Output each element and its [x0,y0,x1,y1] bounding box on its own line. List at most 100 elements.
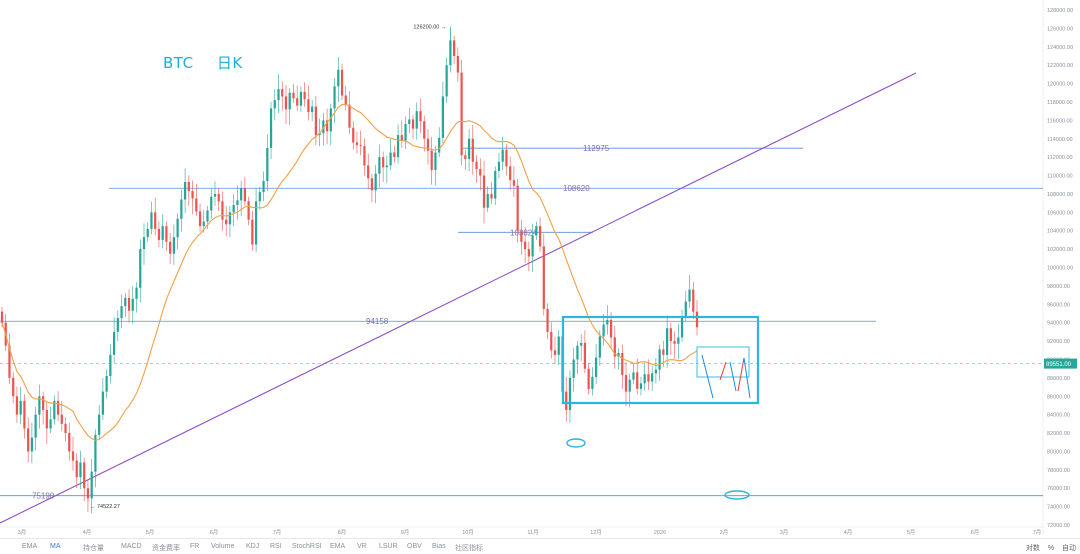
candle-body [262,181,265,193]
y-tick-label: 114000.00 [1047,137,1073,143]
candle-body [254,201,258,245]
candle-body [53,400,56,420]
x-tick-label: 3月 [780,529,789,536]
candle-body [198,211,202,227]
candle-body [497,161,501,171]
candle-body [359,145,362,147]
candle-body [94,434,97,472]
candle-body [643,374,646,384]
projection-arrow [743,357,751,399]
candle-body [419,111,422,122]
candle-body [516,185,519,231]
candle-body [340,69,344,96]
candle-body [344,95,347,105]
candle-body [396,135,400,158]
candle-body [464,155,467,159]
candle-body [501,149,504,162]
candle-body [34,414,37,438]
candle-body [449,40,452,66]
candle-body [79,462,82,478]
price-chart[interactable]: 112975 108620 103824 94158 75190 126200.00 →… [0,0,1080,538]
candle-body [490,193,493,199]
candle-body [165,226,168,242]
candle-body [311,106,314,113]
x-tick-label: 8月 [338,529,347,536]
candle-body [441,96,445,138]
toolbar-item[interactable]: FR [190,543,200,550]
toolbar-item[interactable]: EMA [22,543,38,550]
toolbar-item[interactable]: LSUR [379,543,398,550]
log-toggle[interactable]: 对数 [1025,545,1040,552]
y-tick-label: 96000.00 [1047,302,1070,308]
candle-body [557,336,560,355]
candle-body [662,349,665,355]
toolbar-item[interactable]: RSI [270,543,282,550]
toolbar-item[interactable]: 社区指标 [455,545,483,552]
candle-body [692,289,695,312]
candle-body [292,92,295,99]
x-tick-label: 4月 [83,529,92,536]
toolbar-item[interactable]: OBV [407,543,422,550]
y-tick-label: 116000.00 [1047,118,1073,124]
x-tick-label: 3月 [18,529,27,536]
candle-body [49,419,52,429]
toolbar-item[interactable]: EMA [330,543,346,550]
candle-body [382,157,385,168]
candle-body [367,165,370,179]
candle-body [527,249,530,257]
toolbar-item[interactable]: StochRSI [292,543,322,550]
candle-body [172,237,175,254]
candle-body [568,377,572,411]
target-circle [724,490,750,500]
candle-body [378,157,381,174]
toolbar-item[interactable]: Volume [211,543,235,550]
level-label: 112975 [583,144,610,153]
candle-body [161,226,164,240]
candle-body [183,181,187,200]
candle-body [658,349,661,370]
y-tick-label: 80000.00 [1047,449,1070,455]
candle-body [45,410,48,429]
low-circle [566,438,586,448]
candle-body [139,249,142,288]
indicator-toolbar: 对数 % 自动 EMA MA 持仓量 MACD 资金费率 FR Volume KDJ RSI St… [0,538,1080,554]
candle-body [322,120,325,134]
candle-body [296,98,299,106]
current-price-label: 89551.00 [1046,362,1072,368]
toolbar-item[interactable]: Bias [432,543,446,550]
candle-body [572,359,575,378]
percent-toggle[interactable]: % [1047,545,1055,552]
candle-body [467,138,471,159]
candle-body [576,345,579,360]
candle-body [83,462,86,489]
candle-body [591,376,594,389]
toolbar-item[interactable]: 持仓量 [83,545,104,552]
candle-body [673,341,676,344]
candle-body [269,108,273,148]
auto-toggle[interactable]: 自动 [1062,545,1076,552]
y-tick-label: 98000.00 [1047,284,1070,290]
y-tick-label: 100000.00 [1047,266,1073,272]
toolbar-item[interactable]: 资金费率 [152,545,180,552]
toolbar-item[interactable]: KDJ [246,543,260,550]
candle-body [445,65,448,97]
candle-body [154,212,157,229]
candle-body [400,135,403,141]
level-label: 94158 [366,317,389,326]
candle-body [217,193,220,202]
candle-body [23,400,26,429]
candle-body [56,400,60,415]
x-tick-label: 11月 [527,529,538,536]
toolbar-item[interactable]: VR [357,543,367,550]
candle-body [438,137,441,153]
y-tick-label: 104000.00 [1047,229,1073,235]
candle-body [606,319,609,325]
toolbar-item[interactable]: MACD [121,543,142,550]
toolbar-item[interactable]: MA [50,543,61,550]
candle-body [187,181,190,192]
candle-body [225,219,228,225]
candle-body [333,86,336,109]
candle-body [688,289,691,302]
candle-body [426,138,430,151]
candle-body [71,451,75,461]
